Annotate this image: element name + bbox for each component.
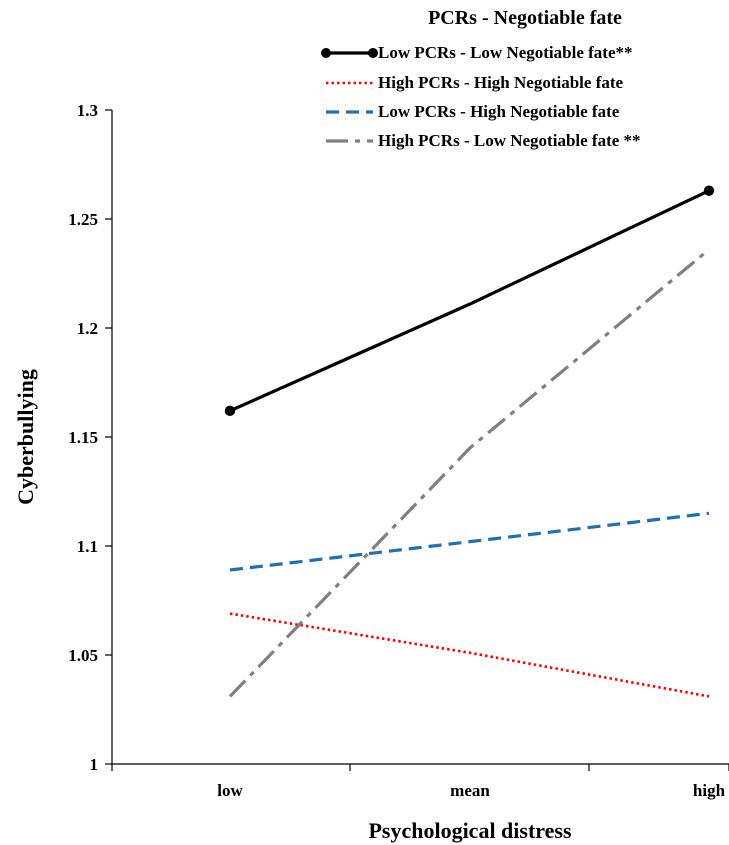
y-tick-label: 1.05: [68, 646, 98, 665]
legend-marker: [368, 48, 378, 58]
y-axis-title: Cyberbullying: [13, 369, 38, 505]
x-tick-label: mean: [450, 781, 490, 800]
series-line-4: [228, 248, 711, 698]
series-layer: [224, 185, 715, 698]
y-tick-label: 1.3: [77, 101, 98, 120]
y-tick-label: 1: [90, 755, 99, 774]
series-1-marker: [703, 185, 715, 196]
legend-marker: [321, 48, 331, 58]
y-tick-label: 1.1: [77, 537, 98, 556]
legend-label-4: High PCRs - Low Negotiable fate **: [378, 131, 641, 150]
legend-label-1: Low PCRs - Low Negotiable fate**: [378, 43, 633, 62]
series-line-1: [229, 189, 710, 413]
y-tick-label: 1.25: [68, 210, 98, 229]
series-1-marker: [224, 405, 236, 417]
legend-label-3: Low PCRs - High Negotiable fate: [378, 102, 620, 121]
series-line-3: [229, 511, 710, 572]
series-line-2: [229, 612, 710, 698]
x-axis-title: Psychological distress: [368, 818, 572, 843]
chart-title: PCRs - Negotiable fate: [428, 7, 622, 29]
x-tick-label: high: [693, 781, 726, 800]
x-axis-ticks: low mean high: [111, 764, 729, 800]
legend-label-2: High PCRs - High Negotiable fate: [378, 73, 624, 92]
y-axis-ticks: 1 1.05 1.1 1.15 1.2 1.25 1.3: [68, 101, 112, 774]
y-tick-label: 1.2: [77, 319, 98, 338]
legend: Low PCRs - Low Negotiable fate** High PCR…: [321, 43, 641, 150]
y-tick-label: 1.15: [68, 428, 98, 447]
x-tick-label: low: [217, 781, 243, 800]
